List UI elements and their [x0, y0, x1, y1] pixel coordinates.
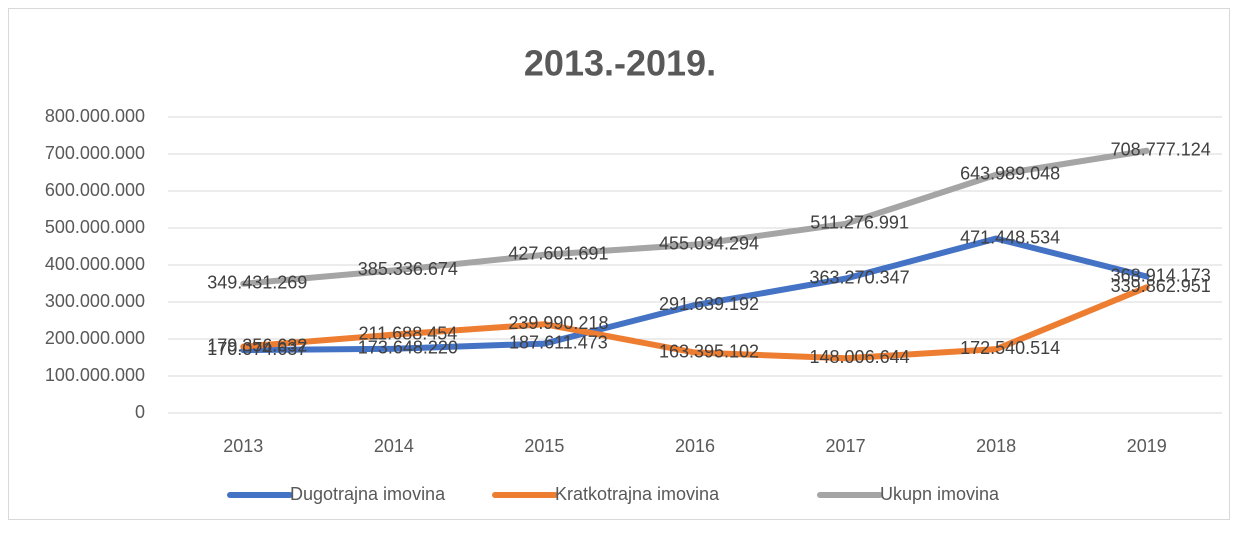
data-label: 455.034.294: [659, 233, 759, 253]
data-label: 187.611.473: [509, 332, 608, 352]
data-label: 172.540.514: [960, 338, 1060, 358]
series-line: [240, 235, 1150, 354]
chart-title: 2013.-2019.: [524, 43, 716, 84]
series-line: [240, 147, 1150, 287]
data-label: 471.448.534: [960, 227, 1060, 247]
legend-label: Kratkotrajna imovina: [555, 484, 720, 504]
data-label: 427.601.691: [508, 244, 608, 264]
data-label: 511.276.991: [810, 213, 909, 233]
y-tick-label: 100.000.000: [45, 365, 145, 385]
data-label: 173.648.220: [358, 338, 458, 358]
x-tick-label: 2014: [374, 436, 414, 456]
x-tick-label: 2018: [976, 436, 1016, 456]
legend-label: Dugotrajna imovina: [290, 484, 446, 504]
y-tick-label: 0: [135, 402, 145, 422]
data-label: 368.914.173: [1111, 265, 1211, 285]
data-label: 643.989.048: [960, 163, 1060, 183]
data-label: 170.074.637: [207, 339, 307, 359]
data-label: 291.639.192: [659, 294, 759, 314]
series-line: [240, 284, 1150, 362]
x-tick-label: 2013: [223, 436, 263, 456]
y-tick-label: 800.000.000: [45, 106, 145, 126]
data-label: 179.356.632: [207, 335, 307, 355]
x-tick-label: 2019: [1127, 436, 1167, 456]
y-tick-label: 200.000.000: [45, 328, 145, 348]
y-tick-label: 300.000.000: [45, 291, 145, 311]
data-label: 339.862.951: [1111, 276, 1211, 296]
data-label: 148.006.644: [810, 347, 910, 367]
y-tick-label: 700.000.000: [45, 143, 145, 163]
y-tick-label: 500.000.000: [45, 217, 145, 237]
data-label: 385.336.674: [358, 259, 458, 279]
x-tick-label: 2016: [675, 436, 715, 456]
data-label: 211.688.454: [358, 323, 457, 343]
y-tick-label: 400.000.000: [45, 254, 145, 274]
data-label: 708.777.124: [1111, 140, 1211, 160]
data-label: 363.270.347: [810, 267, 910, 287]
legend-label: Ukupn imovina: [880, 484, 1000, 504]
x-tick-label: 2015: [524, 436, 564, 456]
y-tick-label: 600.000.000: [45, 180, 145, 200]
x-tick-label: 2017: [826, 436, 866, 456]
data-label: 239.990.218: [508, 313, 608, 333]
data-label: 163.395.102: [659, 341, 759, 361]
data-label: 349.431.269: [207, 272, 307, 292]
chart-frame: [8, 8, 1230, 520]
